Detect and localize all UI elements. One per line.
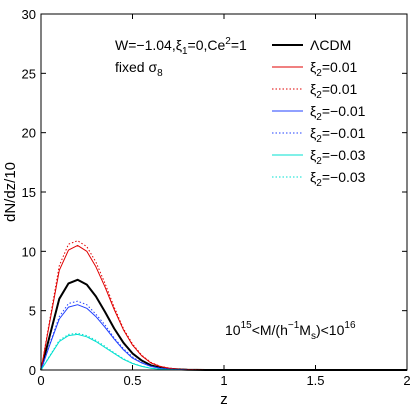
series-line-6	[40, 332, 407, 371]
legend-label-0: ΛCDM	[310, 37, 351, 53]
legend-label-4: ξ2=−0.01	[310, 125, 366, 145]
annotation-layer: W=−1.04,ξ1=0,Ce2=1 fixed σ8 1015<M/(h−1M…	[115, 36, 356, 342]
y-tick-label: 0	[29, 363, 36, 378]
legend-label-1: ξ2=0.01	[310, 59, 357, 79]
legend-label-2: ξ2=0.01	[310, 81, 357, 101]
x-tick-label: 1	[220, 373, 227, 388]
y-axis-label: dN/dz/10	[2, 162, 19, 222]
mass-range-annotation: 1015<M/(h−1Ms)<1016	[225, 320, 356, 342]
x-tick-label: 2	[403, 373, 410, 388]
x-tick-label: 0.5	[123, 373, 141, 388]
x-tick-label: 0	[37, 373, 44, 388]
x-tick-label: 1.5	[306, 373, 324, 388]
y-tick-label: 25	[22, 66, 36, 81]
series-line-1	[40, 244, 407, 371]
sigma8-annotation: fixed σ8	[115, 59, 163, 79]
series-layer	[40, 240, 407, 371]
series-line-4	[40, 300, 407, 371]
y-tick-label: 30	[22, 7, 36, 22]
y-tick-label: 10	[22, 244, 36, 259]
series-line-2	[40, 240, 407, 371]
legend-label-6: ξ2=−0.03	[310, 169, 366, 189]
y-tick-label: 20	[22, 126, 36, 141]
x-axis-label: z	[220, 391, 228, 408]
legend-label-3: ξ2=−0.01	[310, 103, 366, 123]
y-tick-label: 5	[29, 304, 36, 319]
params-annotation: W=−1.04,ξ1=0,Ce2=1	[115, 36, 247, 57]
legend: ΛCDMξ2=0.01ξ2=0.01ξ2=−0.01ξ2=−0.01ξ2=−0.…	[272, 37, 366, 189]
legend-label-5: ξ2=−0.03	[310, 147, 366, 167]
y-tick-label: 15	[22, 185, 36, 200]
